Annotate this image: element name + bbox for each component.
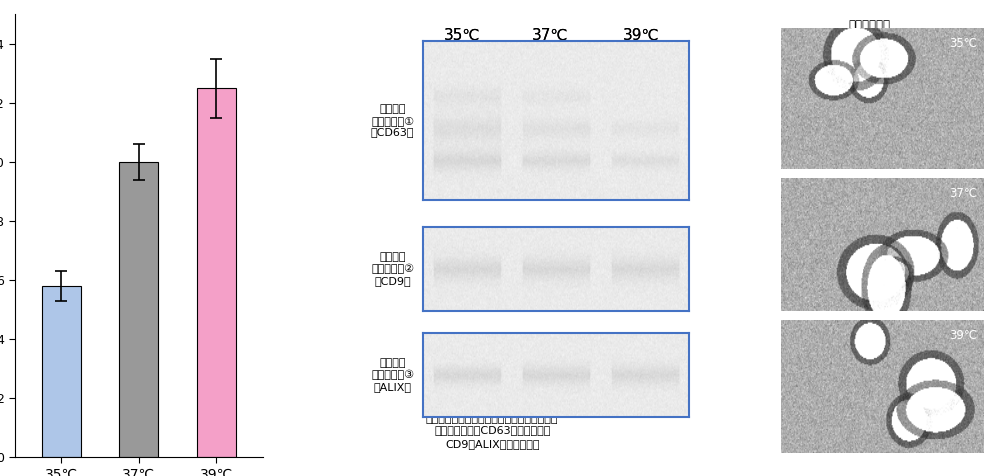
Text: CD9とALIXは増加傾向）: CD9とALIXは増加傾向） [445,439,540,449]
Text: 各温度帯での: 各温度帯での [849,19,890,32]
Bar [42,286,81,457]
Text: （温度に応じてCD63は減少傾向、: （温度に応じてCD63は減少傾向、 [434,426,551,436]
Text: マーカー
タンパク質①
（CD63）: マーカー タンパク質① （CD63） [371,104,414,137]
Text: マーカー
タンパク質②
（CD9）: マーカー タンパク質② （CD9） [372,252,414,286]
Bar [120,162,158,457]
Bar [197,88,236,457]
Text: 39℃: 39℃ [622,28,659,42]
Text: 35℃: 35℃ [444,28,481,42]
Text: 39℃: 39℃ [622,28,659,42]
Text: 37℃: 37℃ [532,28,569,42]
Text: マーカー
タンパク質③
（ALIX）: マーカー タンパク質③ （ALIX） [372,358,414,392]
Text: 温度依存的なタンパク質量の変化が見られる: 温度依存的なタンパク質量の変化が見られる [426,414,559,424]
Text: 37℃: 37℃ [532,28,569,42]
Text: 35℃: 35℃ [444,28,481,42]
Text: （電子顏微鸟）: （電子顏微鸟） [846,72,894,85]
Text: 代表的なエクソソーム像: 代表的なエクソソーム像 [832,45,908,58]
